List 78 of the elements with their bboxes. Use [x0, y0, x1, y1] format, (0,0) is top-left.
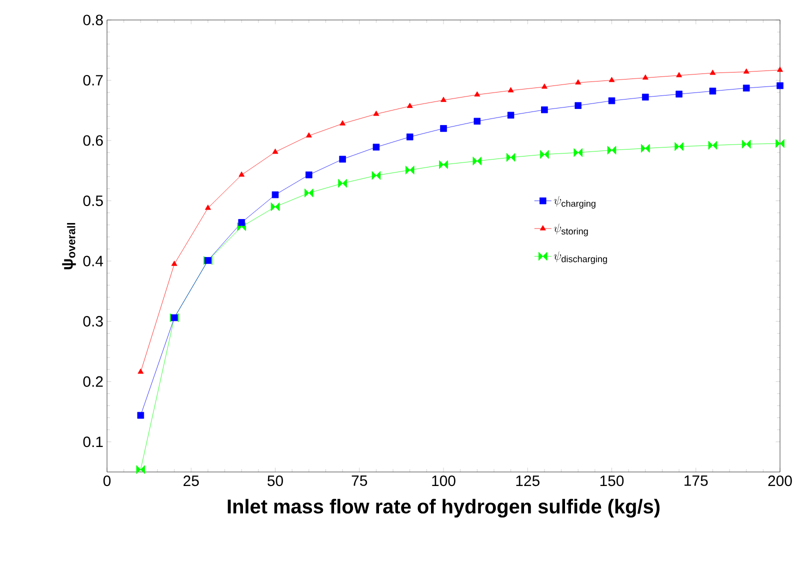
- point: [574, 102, 582, 109]
- point: [542, 83, 548, 89]
- point: [238, 171, 245, 177]
- y-tick-label: 0.2: [83, 376, 103, 387]
- point: [136, 465, 146, 474]
- legend-label: $\psi_{\mathrm{storing}}$: [554, 224, 588, 236]
- point: [674, 142, 684, 151]
- x-tick-label: 75: [352, 476, 368, 486]
- point: [708, 140, 718, 150]
- x-tick-label: 125: [516, 476, 540, 486]
- point: [506, 153, 516, 162]
- point: [237, 222, 246, 232]
- point: [575, 79, 582, 84]
- point: [541, 106, 548, 114]
- point: [171, 260, 178, 266]
- point: [574, 148, 582, 157]
- x-tick-label: 50: [268, 476, 283, 486]
- point: [205, 204, 211, 210]
- point: [642, 94, 649, 101]
- legend-label: $\psi_{\mathrm{discharging}}$: [554, 251, 607, 264]
- point: [272, 191, 279, 198]
- point: [138, 368, 144, 374]
- y-tick-label: 0.7: [83, 74, 103, 86]
- point: [776, 139, 784, 148]
- y-tick-label: 0.4: [83, 256, 104, 266]
- point: [474, 91, 480, 97]
- point: [608, 97, 616, 104]
- x-tick-label: 0: [103, 476, 111, 486]
- point: [440, 96, 446, 102]
- point: [406, 102, 413, 108]
- point: [641, 144, 650, 153]
- x-tick-label: 200: [768, 476, 792, 486]
- point: [306, 132, 312, 138]
- x-tick-label: 150: [600, 476, 624, 486]
- y-tick-label: 0.8: [83, 14, 103, 26]
- point: [372, 171, 381, 180]
- y-axis-title: ψ$_{overall}$: [62, 223, 76, 270]
- y-tick-label: 0.5: [83, 195, 103, 206]
- point: [743, 68, 750, 74]
- point: [710, 70, 716, 75]
- point: [338, 178, 347, 188]
- point: [238, 219, 245, 226]
- point: [508, 87, 514, 92]
- point: [405, 166, 414, 174]
- point: [440, 125, 447, 132]
- point: [742, 84, 750, 92]
- point: [137, 412, 144, 419]
- point: [439, 160, 448, 170]
- point: [777, 66, 783, 72]
- point: [676, 72, 682, 78]
- point: [507, 112, 514, 119]
- point: [742, 140, 751, 149]
- point: [270, 202, 280, 212]
- point: [304, 188, 314, 198]
- x-axis-title: Inlet mass flow rate of hydrogen sulfide (kg/s): [228, 498, 660, 518]
- point: [373, 110, 380, 116]
- point: [372, 144, 380, 151]
- point: [472, 156, 482, 166]
- y-tick-label: 0.1: [83, 436, 103, 448]
- y-tick-label: 0.6: [83, 135, 103, 146]
- point: [406, 134, 414, 140]
- point: [540, 150, 549, 159]
- x-tick-label: 175: [684, 476, 708, 486]
- point: [607, 146, 616, 155]
- point: [608, 76, 615, 82]
- point: [339, 156, 346, 163]
- x-tick-label: 25: [184, 476, 199, 486]
- point: [676, 90, 682, 98]
- point: [272, 148, 278, 154]
- x-tick-label: 100: [432, 476, 456, 486]
- legend-label: $\psi_{\mathrm{charging}}$: [554, 196, 596, 209]
- point: [709, 88, 716, 94]
- point: [306, 171, 312, 178]
- y-tick-label: 0.3: [83, 316, 103, 327]
- point: [642, 74, 648, 80]
- point: [776, 82, 784, 90]
- point: [474, 118, 481, 125]
- point: [340, 120, 346, 126]
